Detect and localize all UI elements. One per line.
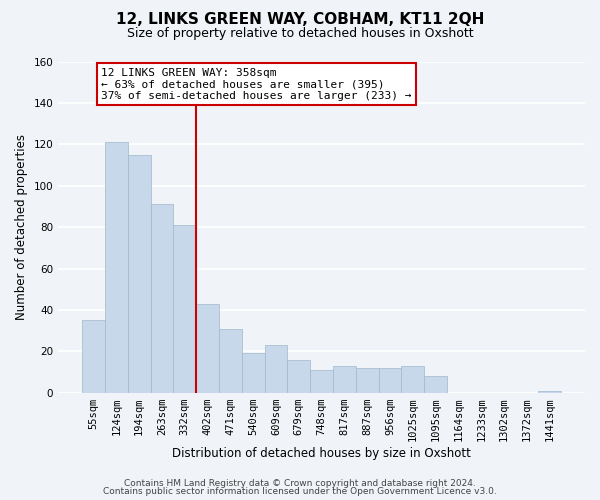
X-axis label: Distribution of detached houses by size in Oxshott: Distribution of detached houses by size … <box>172 447 471 460</box>
Text: Size of property relative to detached houses in Oxshott: Size of property relative to detached ho… <box>127 28 473 40</box>
Bar <box>242 354 265 393</box>
Bar <box>105 142 128 393</box>
Bar <box>173 225 196 393</box>
Bar <box>356 368 379 393</box>
Bar <box>82 320 105 393</box>
Bar <box>196 304 219 393</box>
Bar <box>401 366 424 393</box>
Y-axis label: Number of detached properties: Number of detached properties <box>15 134 28 320</box>
Text: 12 LINKS GREEN WAY: 358sqm
← 63% of detached houses are smaller (395)
37% of sem: 12 LINKS GREEN WAY: 358sqm ← 63% of deta… <box>101 68 412 101</box>
Bar <box>333 366 356 393</box>
Bar <box>538 391 561 393</box>
Bar <box>379 368 401 393</box>
Bar <box>424 376 447 393</box>
Text: Contains HM Land Registry data © Crown copyright and database right 2024.: Contains HM Land Registry data © Crown c… <box>124 478 476 488</box>
Text: Contains public sector information licensed under the Open Government Licence v3: Contains public sector information licen… <box>103 487 497 496</box>
Bar <box>128 154 151 393</box>
Text: 12, LINKS GREEN WAY, COBHAM, KT11 2QH: 12, LINKS GREEN WAY, COBHAM, KT11 2QH <box>116 12 484 28</box>
Bar <box>219 328 242 393</box>
Bar <box>287 360 310 393</box>
Bar <box>310 370 333 393</box>
Bar <box>151 204 173 393</box>
Bar <box>265 345 287 393</box>
